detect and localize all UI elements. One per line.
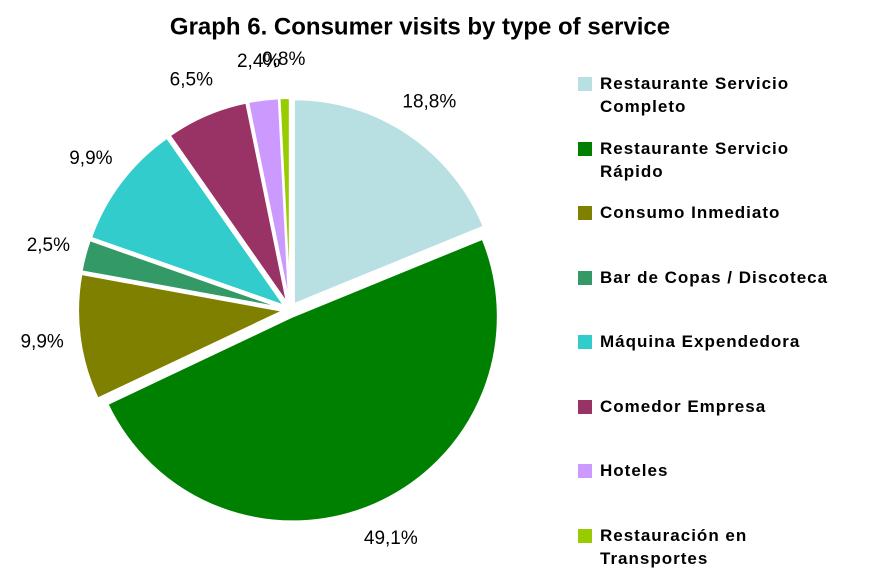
data-label: 9,9% xyxy=(69,148,112,169)
legend-label: Restaurante Servicio Rápido xyxy=(600,138,790,181)
data-label: 2,4% xyxy=(237,51,280,72)
legend-label: Consumo Inmediato xyxy=(600,203,781,222)
chart-title: Graph 6. Consumer visits by type of serv… xyxy=(170,13,670,40)
legend-label: Restaurante Servicio Completo xyxy=(600,74,790,116)
legend-label: Bar de Copas / Discoteca xyxy=(600,267,829,287)
legend-item: Comedor Empresa xyxy=(578,395,868,460)
pie-slice xyxy=(106,237,499,523)
legend-swatch xyxy=(578,206,592,220)
legend-item: Hoteles xyxy=(578,459,868,524)
legend-label: Hoteles xyxy=(600,461,669,480)
legend-label: Comedor Empresa xyxy=(600,396,767,416)
legend-swatch xyxy=(578,399,592,414)
legend-item: Restaurante Servicio Completo xyxy=(578,72,868,137)
data-label: 2,5% xyxy=(27,235,70,256)
pie-slice xyxy=(168,101,289,305)
pie-slice xyxy=(278,97,291,304)
data-label: 18,8% xyxy=(402,91,456,112)
legend-swatch xyxy=(578,464,592,478)
legend-label: Máquina Expendedora xyxy=(600,332,801,351)
legend-item: Restaurante Servicio Rápido xyxy=(578,137,868,202)
legend-swatch xyxy=(578,141,592,156)
legend-item: Bar de Copas / Discoteca xyxy=(578,266,868,331)
legend-item: Máquina Expendedora xyxy=(578,330,868,395)
legend: Restaurante Servicio Completo Restaurante… xyxy=(578,72,868,570)
legend-swatch xyxy=(578,528,592,543)
pie-slice xyxy=(77,272,287,400)
pie-slice xyxy=(292,98,485,306)
legend-label: Restauración en Transportes xyxy=(600,525,748,568)
data-label: 6,5% xyxy=(170,69,213,90)
pie-slice xyxy=(89,136,288,308)
legend-item: Restauración en Transportes xyxy=(578,524,868,570)
legend-swatch xyxy=(578,335,592,349)
data-label: 9,9% xyxy=(20,332,63,353)
pie-slice xyxy=(80,238,284,310)
legend-item: Consumo Inmediato xyxy=(578,201,868,266)
legend-swatch xyxy=(578,270,592,285)
legend-swatch xyxy=(578,77,592,91)
data-label: 49,1% xyxy=(364,528,418,549)
data-label: 0,8% xyxy=(262,49,305,70)
